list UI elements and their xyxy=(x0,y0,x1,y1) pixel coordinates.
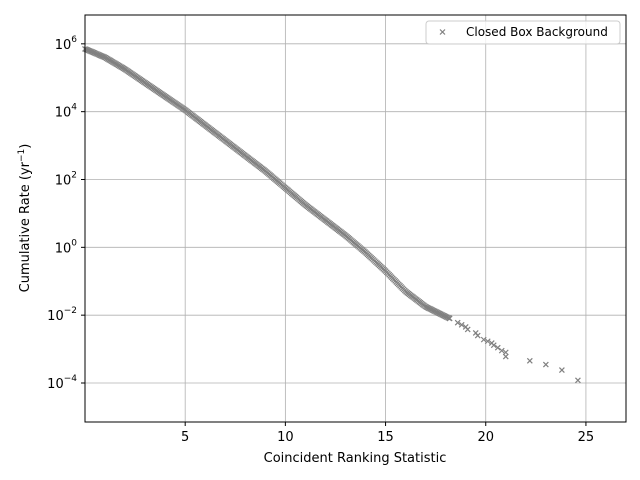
legend-box xyxy=(425,20,621,45)
x-tick-label: 20 xyxy=(477,430,494,445)
x-tick-label: 5 xyxy=(181,430,189,445)
data-point xyxy=(574,377,581,384)
y-tick-label: 10−4 xyxy=(47,374,77,392)
data-point xyxy=(558,367,565,374)
data-point xyxy=(526,357,533,364)
data-point xyxy=(480,336,487,343)
legend: Closed Box Background xyxy=(425,20,621,45)
legend-entry-closed-box-background: Closed Box Background xyxy=(466,25,608,39)
y-tick-label: 100 xyxy=(55,238,78,256)
data-point xyxy=(542,361,549,368)
x-tick-label: 15 xyxy=(377,430,394,445)
data-point xyxy=(502,353,509,360)
data-point xyxy=(490,342,497,349)
data-point xyxy=(502,349,509,356)
legend-marker xyxy=(439,29,446,35)
data-point xyxy=(464,326,471,333)
y-tick-label: 106 xyxy=(55,35,78,53)
data-point xyxy=(446,315,453,322)
grid-lines xyxy=(85,15,626,422)
y-tick-label: 102 xyxy=(55,170,77,188)
data-point xyxy=(494,344,501,351)
plot-frame xyxy=(84,14,627,423)
data-point xyxy=(458,321,465,328)
data-point xyxy=(498,347,505,354)
x-tick-label: 10 xyxy=(277,430,294,445)
data-point xyxy=(454,319,461,326)
data-point xyxy=(474,332,481,339)
y-tick-label: 10−2 xyxy=(47,306,77,324)
x-tick-label: 25 xyxy=(578,430,595,445)
axis-ticks: 5 10 15 20 25 10−4 10−2 100 102 104 106 xyxy=(47,35,594,445)
x-axis-label: Coincident Ranking Statistic xyxy=(264,451,447,466)
y-tick-label: 104 xyxy=(55,103,78,121)
y-axis-label: Cumulative Rate (yr−1) xyxy=(17,144,33,293)
data-point xyxy=(484,338,491,345)
data-points xyxy=(82,45,581,384)
